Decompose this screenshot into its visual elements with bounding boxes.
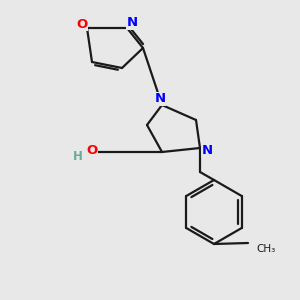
Text: O: O — [76, 17, 88, 31]
Text: N: N — [154, 92, 166, 106]
Text: CH₃: CH₃ — [256, 244, 275, 254]
Text: O: O — [86, 145, 98, 158]
Text: H: H — [73, 151, 83, 164]
Text: N: N — [201, 143, 213, 157]
Text: N: N — [126, 16, 138, 29]
